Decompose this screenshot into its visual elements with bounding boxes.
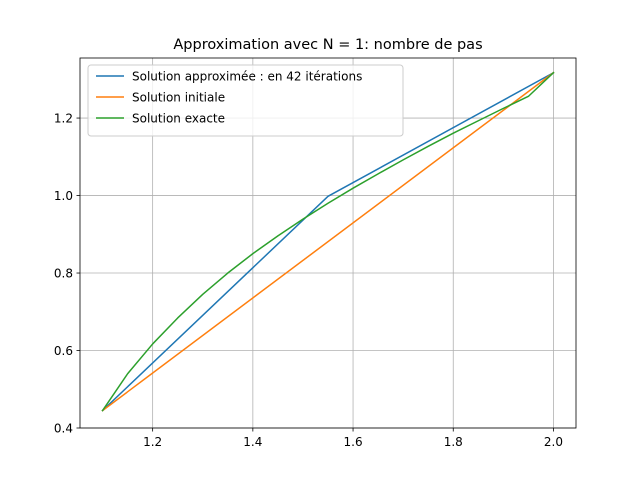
- series-line-1: [101, 71, 555, 412]
- y-tick-label: 1.0: [54, 189, 73, 203]
- x-tick-label: 1.2: [143, 435, 162, 449]
- x-tick-label: 1.8: [444, 435, 463, 449]
- series-line-3: [101, 71, 555, 412]
- y-tick-label: 0.4: [54, 421, 73, 435]
- legend: Solution approximée : en 42 itérations So…: [87, 64, 404, 137]
- chart-title: Approximation avec N = 1: nombre de pas: [173, 37, 482, 53]
- x-tick-label: 1.6: [344, 435, 363, 449]
- series-line-2: [101, 71, 555, 412]
- x-tick-label: 2.0: [544, 435, 563, 449]
- y-tick-label: 0.6: [54, 344, 73, 358]
- legend-label: Solution initiale: [132, 90, 225, 104]
- axes-frame: [79, 57, 577, 429]
- legend-label: Solution approximée : en 42 itérations: [132, 69, 362, 83]
- y-tick-label: 0.8: [54, 266, 73, 280]
- legend-label: Solution exacte: [132, 111, 225, 125]
- x-tick-label: 1.4: [243, 435, 262, 449]
- legend-box: [87, 64, 404, 137]
- y-tick-label: 1.2: [54, 111, 73, 125]
